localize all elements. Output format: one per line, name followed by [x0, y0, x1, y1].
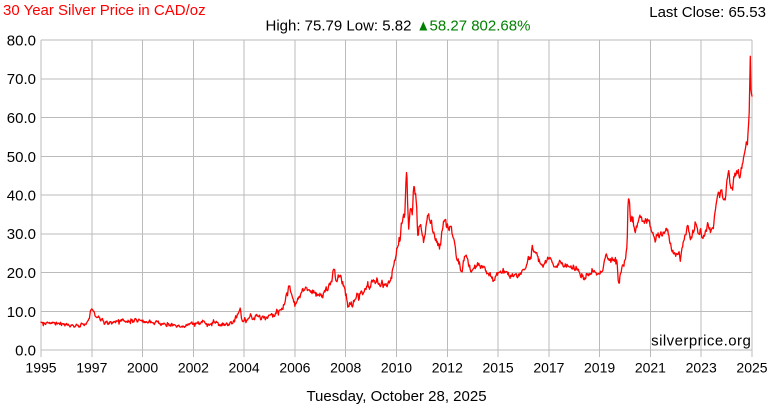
svg-text:2006: 2006 [279, 360, 310, 376]
svg-text:2021: 2021 [635, 360, 666, 376]
svg-text:High: 75.79 Low: 5.82: High: 75.79 Low: 5.82 [266, 18, 412, 35]
svg-text:40.0: 40.0 [7, 188, 36, 205]
svg-text:0.0: 0.0 [15, 343, 36, 360]
svg-text:50.0: 50.0 [7, 149, 36, 166]
svg-text:2010: 2010 [381, 360, 412, 376]
svg-text:30.0: 30.0 [7, 226, 36, 243]
svg-text:2019: 2019 [584, 360, 615, 376]
svg-text:2017: 2017 [533, 360, 564, 376]
svg-text:1995: 1995 [25, 360, 56, 376]
svg-text:30 Year Silver Price in CAD/oz: 30 Year Silver Price in CAD/oz [3, 2, 206, 19]
svg-text:2004: 2004 [229, 360, 260, 376]
svg-text:2002: 2002 [178, 360, 209, 376]
svg-text:2015: 2015 [483, 360, 514, 376]
svg-text:2023: 2023 [686, 360, 717, 376]
svg-text:10.0: 10.0 [7, 304, 36, 321]
svg-text:Last Close: 65.53: Last Close: 65.53 [649, 4, 766, 21]
svg-text:20.0: 20.0 [7, 265, 36, 282]
svg-text:2025: 2025 [736, 360, 767, 376]
svg-text:70.0: 70.0 [7, 71, 36, 88]
svg-text:58.27 802.68%: 58.27 802.68% [430, 18, 531, 35]
svg-text:80.0: 80.0 [7, 33, 36, 50]
svg-text:2000: 2000 [127, 360, 158, 376]
svg-text:1997: 1997 [76, 360, 107, 376]
svg-text:60.0: 60.0 [7, 110, 36, 127]
svg-text:2012: 2012 [432, 360, 463, 376]
svg-text:2008: 2008 [330, 360, 361, 376]
svg-text:Tuesday, October 28, 2025: Tuesday, October 28, 2025 [306, 388, 486, 405]
svg-text:silverprice.org: silverprice.org [651, 333, 751, 350]
